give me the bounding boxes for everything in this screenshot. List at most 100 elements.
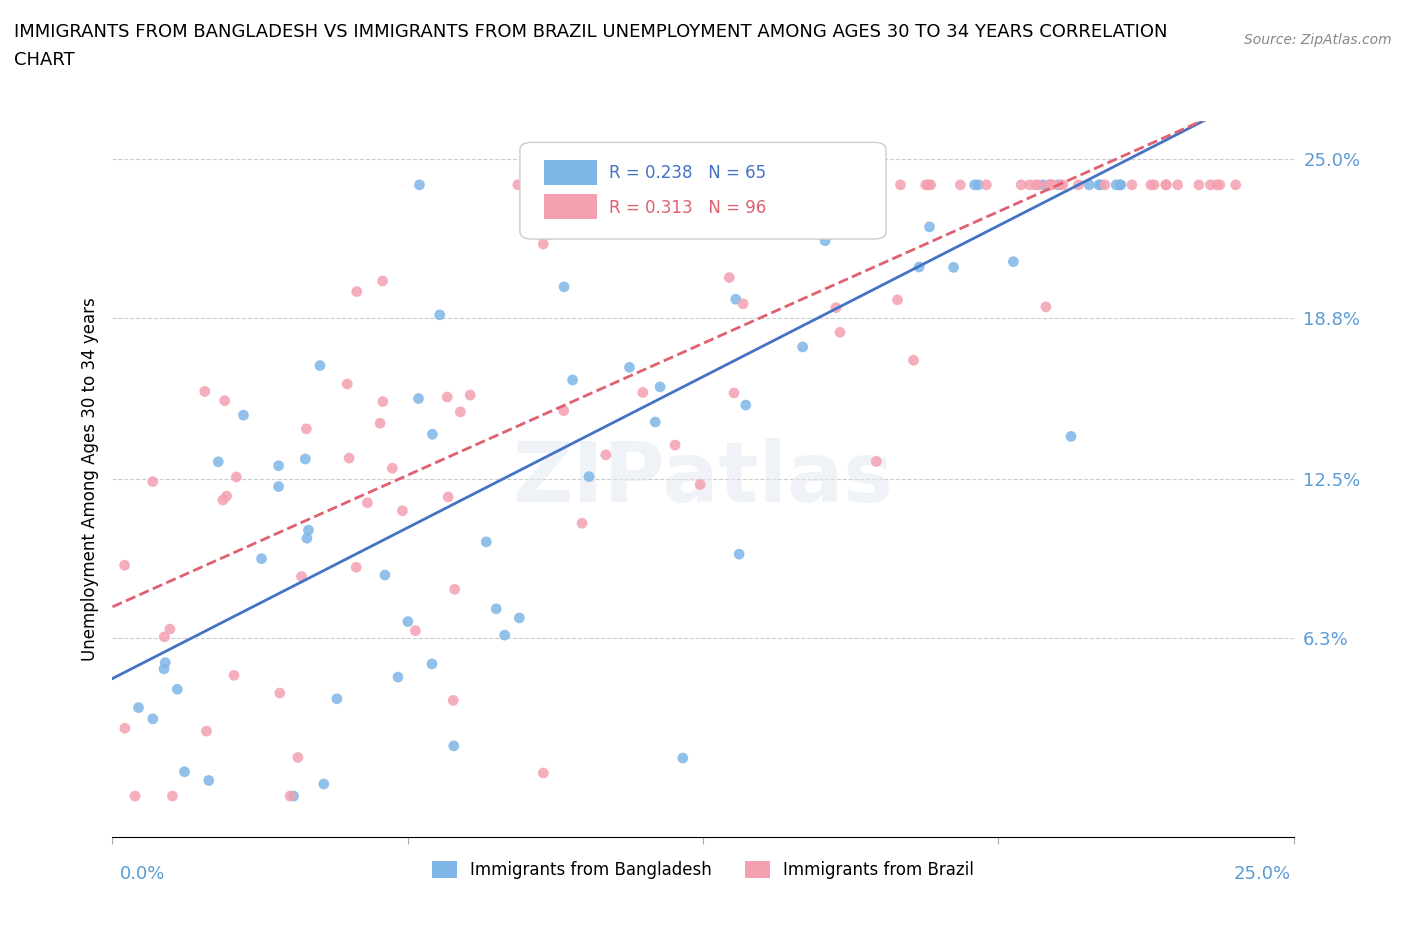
Point	[336, 377, 359, 392]
Point	[297, 523, 319, 538]
Point	[1199, 178, 1222, 193]
Point	[1208, 178, 1230, 193]
Point	[908, 259, 931, 274]
Point	[508, 610, 530, 625]
Point	[153, 630, 176, 644]
Point	[1018, 178, 1040, 193]
Point	[346, 285, 368, 299]
Point	[1046, 178, 1069, 193]
Point	[371, 273, 394, 288]
Point	[437, 489, 460, 504]
Point	[637, 201, 659, 216]
Point	[724, 292, 747, 307]
Point	[485, 602, 508, 617]
Point	[1109, 178, 1132, 193]
Point	[889, 178, 911, 193]
Point	[142, 711, 165, 726]
Point	[920, 178, 942, 193]
Point	[644, 178, 666, 193]
Point	[225, 470, 247, 485]
Point	[295, 531, 318, 546]
Point	[733, 297, 755, 312]
Point	[1038, 178, 1060, 193]
Text: Source: ZipAtlas.com: Source: ZipAtlas.com	[1244, 33, 1392, 46]
Point	[942, 259, 965, 274]
Point	[290, 569, 312, 584]
Point	[1052, 178, 1074, 193]
Text: CHART: CHART	[14, 51, 75, 69]
Point	[212, 493, 235, 508]
Point	[633, 178, 655, 193]
Point	[356, 496, 378, 511]
Point	[337, 451, 360, 466]
Point	[173, 764, 195, 779]
FancyBboxPatch shape	[544, 194, 596, 219]
Point	[699, 211, 721, 226]
Point	[561, 373, 583, 388]
Point	[441, 693, 464, 708]
Point	[197, 773, 219, 788]
Point	[863, 178, 886, 193]
Point	[740, 178, 762, 193]
Point	[309, 358, 332, 373]
Point	[449, 405, 471, 419]
Point	[728, 547, 751, 562]
Point	[404, 623, 426, 638]
Point	[799, 178, 821, 193]
Point	[312, 777, 335, 791]
Point	[571, 516, 593, 531]
Point	[443, 582, 465, 597]
Point	[1078, 178, 1101, 193]
Point	[689, 477, 711, 492]
Point	[162, 789, 184, 804]
Text: ZIPatlas: ZIPatlas	[513, 438, 893, 520]
Point	[294, 452, 316, 467]
Point	[1039, 178, 1062, 193]
Point	[1035, 299, 1057, 314]
Point	[903, 352, 925, 367]
Point	[619, 360, 641, 375]
Point	[214, 393, 236, 408]
Point	[644, 415, 666, 430]
Point	[142, 474, 165, 489]
Point	[631, 385, 654, 400]
Point	[1143, 178, 1166, 193]
Point	[967, 178, 990, 193]
Point	[155, 655, 177, 670]
Point	[657, 204, 679, 219]
Point	[287, 750, 309, 764]
Point	[648, 379, 671, 394]
Point	[831, 178, 853, 193]
Point	[1067, 178, 1090, 193]
Point	[1040, 178, 1063, 193]
Point	[381, 460, 404, 475]
Point	[1205, 178, 1227, 193]
Text: 25.0%: 25.0%	[1233, 865, 1291, 883]
Point	[408, 392, 430, 406]
Point	[429, 308, 451, 323]
Point	[595, 447, 617, 462]
Point	[436, 390, 458, 405]
Point	[664, 438, 686, 453]
Point	[792, 339, 814, 354]
Legend: Immigrants from Bangladesh, Immigrants from Brazil: Immigrants from Bangladesh, Immigrants f…	[425, 855, 981, 886]
Point	[475, 535, 498, 550]
Point	[730, 178, 752, 193]
Point	[1225, 178, 1247, 193]
Point	[531, 765, 554, 780]
Text: IMMIGRANTS FROM BANGLADESH VS IMMIGRANTS FROM BRAZIL UNEMPLOYMENT AMONG AGES 30 : IMMIGRANTS FROM BANGLADESH VS IMMIGRANTS…	[14, 23, 1167, 41]
Point	[825, 300, 848, 315]
Point	[420, 657, 443, 671]
Point	[553, 279, 575, 294]
Point	[232, 407, 254, 422]
Point	[834, 178, 856, 193]
Point	[166, 682, 188, 697]
FancyBboxPatch shape	[544, 160, 596, 185]
Point	[1090, 178, 1112, 193]
Point	[494, 628, 516, 643]
Point	[718, 193, 741, 207]
Point	[727, 178, 749, 193]
Point	[914, 178, 936, 193]
Point	[1032, 178, 1054, 193]
Point	[578, 470, 600, 485]
